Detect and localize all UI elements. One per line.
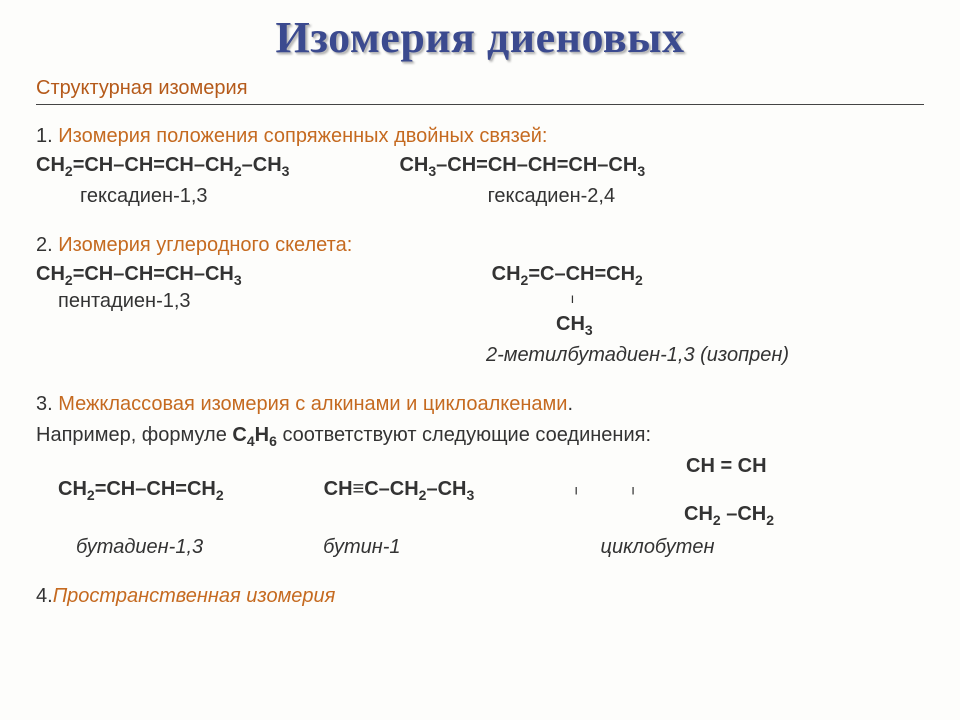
name-1a: гексадиен-1,3 (80, 183, 208, 210)
gap (474, 478, 574, 503)
gap (224, 478, 324, 503)
subheader: Структурная изомерия (36, 77, 924, 100)
section1-num: 1. (36, 125, 58, 147)
section2-heading: 2. Изомерия углеродного скелета: (36, 232, 924, 259)
formula-2a: CH2=CH–CH=CH–CH3 (36, 263, 242, 288)
gap (36, 478, 58, 503)
formula-1a: CH2=CH–CH=CH–CH2–CH3 (36, 154, 289, 179)
section3-num: 3. (36, 393, 58, 415)
gap (36, 534, 76, 561)
formula-3a: CH2=CH–CH=CH2 (58, 478, 224, 503)
section4-heading: 4.Пространственная изомерия (36, 583, 924, 610)
section1-text: Изомерия положения сопряженных двойных с… (58, 125, 547, 147)
name-3b: бутин-1 (323, 534, 400, 561)
section3-text: Межклассовая изомерия с алкинами и цикло… (58, 393, 567, 415)
section2-formulas: CH2=CH–CH=CH–CH3 CH2=C–CH=CH2 (36, 263, 924, 288)
section2-text: Изомерия углеродного скелета: (58, 234, 352, 256)
gap (203, 534, 323, 561)
section3-heading: 3. Межклассовая изомерия с алкинами и ци… (36, 391, 924, 418)
gap (36, 342, 486, 369)
section3-dot: . (567, 393, 573, 415)
name-3c: циклобутен (601, 534, 715, 561)
gap (401, 534, 601, 561)
spacer (36, 565, 924, 579)
section3-cb-bot: CH2 –CH2 (36, 503, 924, 528)
name-1b: гексадиен-2,4 (488, 183, 616, 210)
slide: Изомерия диеновых Структурная изомерия 1… (0, 0, 960, 610)
spacer (36, 373, 924, 387)
section1-formulas: CH2=CH–CH=CH–CH2–CH3 CH3–CH=CH–CH=CH–CH3 (36, 154, 924, 179)
s3-line2b: C4H6 (232, 424, 277, 446)
gap (242, 263, 492, 288)
cyclobutene-bot: CH2 –CH2 (684, 503, 774, 528)
branch-ch3: CH3 (556, 313, 593, 338)
name-2b: 2-метилбутадиен-1,3 (изопрен) (486, 342, 789, 369)
cyclobutene-ticks: ıı (574, 478, 634, 503)
gap (36, 313, 556, 338)
gap (191, 290, 571, 313)
divider (36, 104, 924, 105)
s3-line2c: соответствуют следующие соединения: (277, 424, 651, 446)
gap (36, 183, 80, 210)
gap (208, 183, 488, 210)
slide-title: Изомерия диеновых (36, 12, 924, 63)
cyclobutene-top: CH = CH (686, 455, 767, 478)
gap (36, 455, 686, 478)
section2-row4: 2-метилбутадиен-1,3 (изопрен) (36, 342, 924, 369)
formula-1b: CH3–CH=CH–CH=CH–CH3 (399, 154, 645, 179)
gap (36, 503, 684, 528)
s3-line2a: Например, формуле (36, 424, 232, 446)
formula-2b: CH2=C–CH=CH2 (492, 263, 643, 288)
name-3a: бутадиен-1,3 (76, 534, 203, 561)
section3-names: бутадиен-1,3 бутин-1 циклобутен (36, 534, 924, 561)
section4-text: Пространственная изомерия (53, 585, 336, 607)
section1-heading: 1. Изомерия положения сопряженных двойны… (36, 123, 924, 150)
spacer (36, 214, 924, 228)
gap (36, 290, 58, 313)
section2-row3: CH3 (36, 313, 924, 338)
formula-3b: CH≡C–CH2–CH3 (324, 478, 475, 503)
section2-row2: пентадиен-1,3 ı (36, 290, 924, 313)
section3-formulas: CH2=CH–CH=CH2 CH≡C–CH2–CH3 ıı (36, 478, 924, 503)
section3-cb-top: CH = CH (36, 455, 924, 478)
section2-num: 2. (36, 234, 58, 256)
name-2a: пентадиен-1,3 (58, 290, 191, 313)
gap (289, 154, 399, 179)
bond-tick: ı (571, 290, 574, 313)
section1-names: гексадиен-1,3 гексадиен-2,4 (36, 183, 924, 210)
section4-num: 4. (36, 585, 53, 607)
section3-line2: Например, формуле C4H6 соответствуют сле… (36, 422, 924, 451)
